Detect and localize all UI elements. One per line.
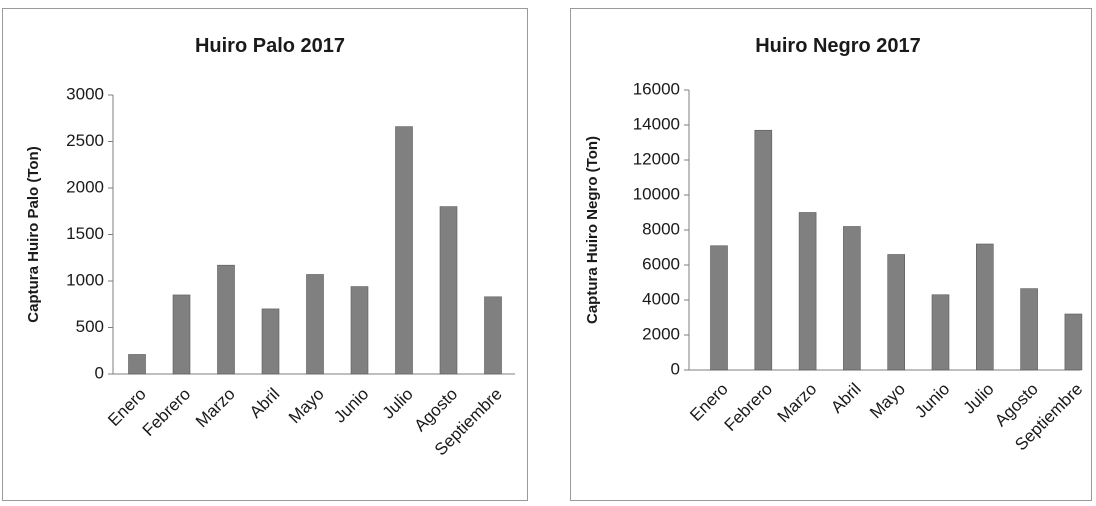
plot-area: 050010001500200025003000EneroFebreroMarz… [66,84,515,459]
x-tick-label: Marzo [192,384,239,431]
chart-frame [2,8,528,501]
y-tick-label: 0 [95,363,104,382]
bar-agosto [1020,288,1038,371]
y-axis-label: Captura Huiro Palo (Ton) [25,146,42,322]
x-tick-label: Marzo [774,379,821,426]
y-tick-label: 2000 [642,324,680,343]
chart-title: Huiro Negro 2017 [755,35,921,57]
x-tick-label: Julio [379,384,417,422]
y-tick-label: 12000 [633,149,680,168]
y-tick-label: 4000 [642,289,680,308]
x-tick-label: Mayo [285,384,328,427]
x-tick-label: Abril [827,379,864,416]
bar-abril [843,226,861,371]
bar-junio [931,294,950,371]
y-tick-label: 6000 [642,254,680,273]
y-tick-label: 16000 [633,79,680,98]
bar-abril [261,308,280,375]
chart-panel-huiro-negro: Huiro Negro 2017 Captura Huiro Negro (To… [568,0,1094,505]
chart-frame [570,8,1092,501]
bar-enero [128,354,146,375]
bar-marzo [798,212,817,371]
x-tick-label: Julio [959,379,997,417]
bar-febrero [172,294,191,375]
y-tick-label: 3000 [66,84,104,103]
y-tick-label: 14000 [633,114,680,133]
y-axis-label: Captura Huiro Negro (Ton) [584,136,601,324]
bar-marzo [217,264,235,375]
chart-title: Huiro Palo 2017 [195,35,345,57]
x-tick-label: Mayo [866,379,909,422]
bar-julio [975,243,994,371]
y-tick-label: 2000 [66,177,104,196]
y-tick-label: 0 [671,359,680,378]
chart-panel-huiro-palo: Huiro Palo 2017 Captura Huiro Palo (Ton)… [0,0,530,505]
bar-febrero [754,129,773,371]
y-tick-label: 10000 [633,184,680,203]
x-tick-label: Abril [246,384,283,421]
chart-huiro-negro: Huiro Negro 2017 Captura Huiro Negro (To… [584,35,1087,454]
chart-huiro-palo: Huiro Palo 2017 Captura Huiro Palo (Ton)… [25,35,515,459]
bar-septiembre [1064,313,1083,371]
bar-mayo [887,254,906,371]
y-tick-label: 8000 [642,219,680,238]
plot-area: 0200040006000800010000120001400016000Ene… [633,79,1087,454]
x-tick-label: Febrero [139,384,195,440]
bar-mayo [306,274,324,375]
x-tick-label: Junio [330,384,372,426]
y-tick-label: 1500 [66,224,104,243]
bar-agosto [439,206,458,375]
bar-enero [710,245,728,371]
y-tick-label: 500 [76,317,104,336]
bar-septiembre [484,296,502,375]
y-tick-label: 1000 [66,270,104,289]
bar-junio [350,286,369,375]
x-tick-label: Febrero [721,379,777,435]
y-tick-label: 2500 [66,131,104,150]
x-tick-label: Junio [911,379,953,421]
bar-julio [395,126,413,375]
